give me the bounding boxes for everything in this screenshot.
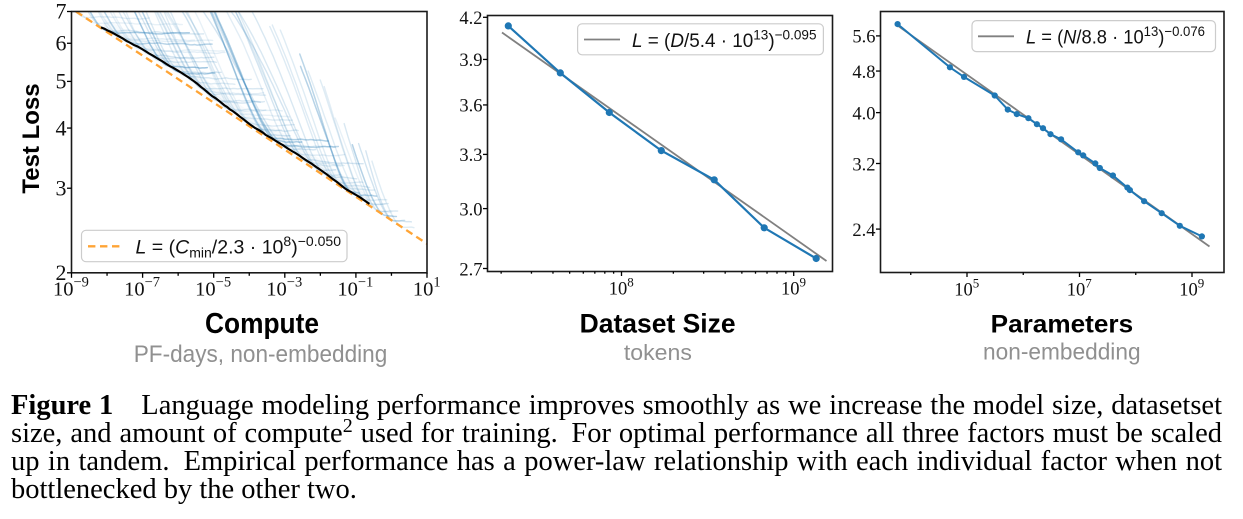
svg-text:10−3: 10−3 bbox=[266, 275, 302, 301]
svg-text:3.0: 3.0 bbox=[459, 200, 482, 220]
svg-text:101: 101 bbox=[413, 275, 441, 301]
svg-text:109: 109 bbox=[781, 275, 806, 300]
svg-text:3.9: 3.9 bbox=[459, 51, 482, 71]
svg-text:Parameters: Parameters bbox=[991, 311, 1134, 339]
svg-text:L = (N/8.8 · 1013)−0.076: L = (N/8.8 · 1013)−0.076 bbox=[1026, 23, 1205, 49]
svg-text:4.2: 4.2 bbox=[459, 9, 482, 29]
svg-text:7: 7 bbox=[56, 0, 67, 24]
svg-text:PF-days, non-embedding: PF-days, non-embedding bbox=[134, 341, 388, 368]
svg-text:105: 105 bbox=[954, 276, 979, 301]
svg-text:non-embedding: non-embedding bbox=[983, 339, 1141, 365]
svg-text:5.6: 5.6 bbox=[852, 28, 875, 48]
svg-text:tokens: tokens bbox=[624, 340, 692, 365]
svg-text:10−9: 10−9 bbox=[53, 275, 89, 301]
svg-text:4.0: 4.0 bbox=[852, 104, 875, 124]
svg-text:6: 6 bbox=[56, 30, 67, 55]
svg-text:Test Loss: Test Loss bbox=[18, 83, 45, 193]
svg-text:L = (Cmin/2.3 · 108)−0.050: L = (Cmin/2.3 · 108)−0.050 bbox=[136, 233, 342, 261]
svg-text:109: 109 bbox=[1179, 276, 1204, 301]
svg-text:10−7: 10−7 bbox=[124, 275, 160, 301]
svg-text:107: 107 bbox=[1067, 276, 1093, 301]
svg-text:2: 2 bbox=[56, 260, 67, 285]
svg-text:10−5: 10−5 bbox=[195, 275, 231, 301]
svg-text:108: 108 bbox=[609, 275, 634, 300]
svg-text:2.4: 2.4 bbox=[852, 221, 875, 241]
svg-text:3: 3 bbox=[56, 175, 67, 200]
svg-text:4.8: 4.8 bbox=[852, 63, 875, 83]
svg-text:10−1: 10−1 bbox=[337, 275, 373, 301]
svg-text:Compute: Compute bbox=[205, 308, 319, 340]
svg-text:2.7: 2.7 bbox=[459, 260, 482, 280]
svg-text:3.2: 3.2 bbox=[852, 155, 875, 175]
svg-text:3.3: 3.3 bbox=[459, 146, 482, 166]
svg-text:Dataset Size: Dataset Size bbox=[580, 308, 736, 338]
svg-text:4: 4 bbox=[56, 115, 67, 140]
svg-text:3.6: 3.6 bbox=[459, 97, 482, 117]
svg-text:5: 5 bbox=[56, 69, 67, 94]
